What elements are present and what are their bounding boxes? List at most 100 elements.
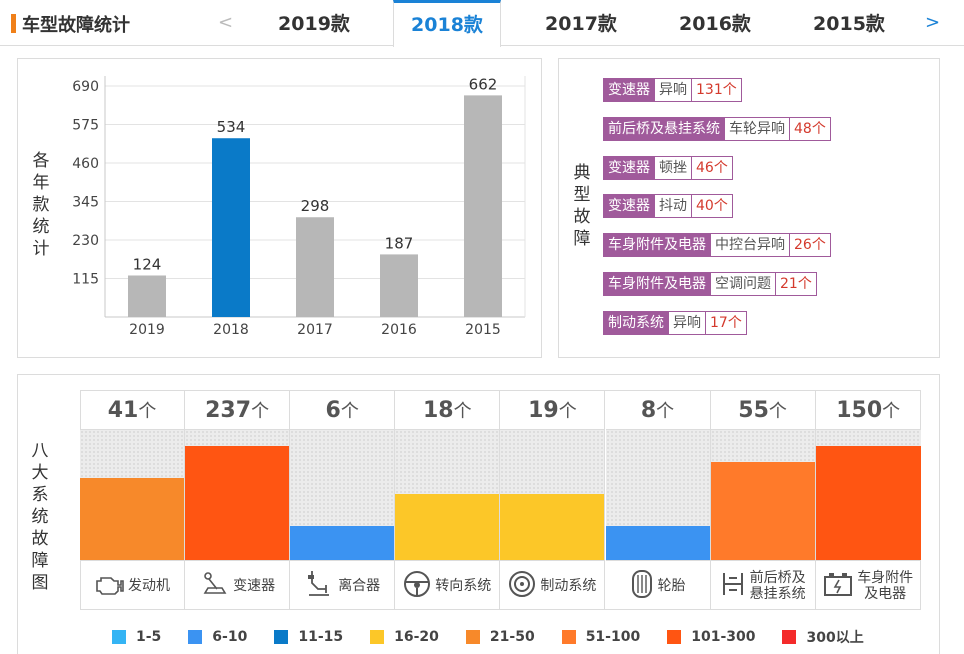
system-name-label: 车身附件 及电器: [857, 570, 913, 602]
y-tick-label: 230: [72, 233, 99, 249]
system-name: 制动系统: [500, 560, 605, 610]
legend-swatch: [112, 630, 126, 644]
system-name: 转向系统: [395, 560, 500, 610]
fault-system-tag: 变速器: [604, 195, 654, 218]
fault-system-tag: 车身附件及电器: [604, 273, 710, 295]
fault-item[interactable]: 车身附件及电器 空调问题 21个: [603, 272, 817, 296]
tab-2015[interactable]: 2015款: [813, 13, 885, 35]
legend-swatch: [561, 630, 576, 644]
system-bar-area: [605, 430, 710, 560]
system-bar: [395, 494, 500, 560]
vertical-label-char: 统: [31, 507, 49, 527]
bar-value-label: 298: [301, 197, 330, 215]
y-tick-label: 115: [72, 272, 99, 288]
fault-item[interactable]: 变速器 顿挫 46个: [603, 155, 733, 180]
system-bar: [290, 526, 395, 560]
fault-symptom-tag: 异响: [668, 311, 705, 334]
legend-item: 11-15: [274, 627, 343, 647]
system-column[interactable]: 8个 轮胎: [605, 390, 711, 610]
page-title: 车型故障统计: [22, 15, 130, 36]
tab-2018[interactable]: 2018款: [393, 0, 501, 47]
legend-item: 101-300: [667, 627, 755, 647]
legend-label: 21-50: [489, 629, 535, 645]
legend-item: 21-50: [465, 627, 535, 647]
system-bar: [185, 446, 290, 560]
system-name: 前后桥及 悬挂系统: [710, 560, 815, 610]
system-name-line: 及电器: [864, 585, 907, 602]
fault-symptom-tag: 抖动: [654, 195, 691, 218]
system-column[interactable]: 18个 转向系统: [395, 390, 501, 610]
bar-2018: [212, 138, 250, 317]
tab-2017[interactable]: 2017款: [545, 13, 617, 35]
gear-shift-icon: [199, 571, 229, 601]
system-name: 车身附件 及电器: [815, 560, 921, 610]
system-column[interactable]: 41个 发动机: [80, 390, 185, 610]
prev-arrow-icon[interactable]: <: [218, 12, 234, 33]
vertical-label-char: 故: [31, 529, 49, 549]
vertical-label-char: 八: [31, 441, 49, 461]
system-column[interactable]: 19个制动系统: [500, 390, 606, 610]
system-count: 55个: [710, 390, 815, 430]
system-bar-area: [815, 430, 921, 560]
system-count-number: 19: [528, 398, 559, 423]
vertical-label-char: 统: [32, 217, 50, 237]
fault-item[interactable]: 制动系统 异响 17个: [603, 310, 747, 335]
system-count-number: 55: [738, 398, 769, 423]
system-bar-area: [80, 430, 184, 560]
bar-2019: [128, 275, 166, 317]
legend-label: 300以上: [806, 630, 864, 646]
system-count-number: 18: [422, 398, 454, 423]
legend-label: 6-10: [212, 629, 248, 645]
system-count: 19个: [500, 390, 605, 430]
bar-value-label: 124: [133, 255, 162, 273]
tab-2016[interactable]: 2016款: [679, 13, 751, 35]
system-bar: [815, 446, 921, 560]
fault-symptom-tag: 空调问题: [710, 273, 775, 295]
system-column[interactable]: 55个前后桥及 悬挂系统: [710, 390, 816, 610]
suspension-icon: [720, 570, 746, 602]
system-column[interactable]: 150个 车身附件 及电器: [815, 390, 921, 610]
legend-item: 16-20: [370, 627, 439, 647]
vertical-label-char: 型: [573, 185, 591, 205]
system-name-label: 转向系统: [435, 577, 492, 594]
system-count-unit: 个: [656, 401, 675, 422]
fault-symptom-tag: 中控台异响: [710, 234, 789, 257]
next-arrow-icon[interactable]: >: [925, 12, 941, 33]
fault-count-tag: 46个: [691, 156, 732, 179]
tab-2019[interactable]: 2019款: [278, 13, 350, 35]
fault-system-tag: 变速器: [604, 156, 654, 179]
brake-disc-icon: [508, 570, 536, 602]
fault-item[interactable]: 变速器 异响 131个: [603, 78, 742, 102]
system-bar: [605, 526, 710, 560]
fault-symptom-tag: 车轮异响: [724, 117, 789, 140]
vertical-label-char: 款: [32, 195, 50, 215]
fault-item[interactable]: 前后桥及悬挂系统 车轮异响 48个: [603, 116, 831, 141]
vertical-label-char: 年: [32, 173, 50, 193]
y-tick-label: 345: [72, 195, 99, 211]
x-tick-label: 2018: [213, 322, 249, 338]
header: 车型故障统计 < 2019款 2018款 2017款 2016款 2015款 >: [0, 0, 964, 47]
system-bar: [710, 462, 815, 560]
fault-item[interactable]: 车身附件及电器 中控台异响 26个: [603, 233, 831, 258]
fault-item[interactable]: 变速器 抖动 40个: [603, 194, 733, 219]
legend-item: 1-5: [112, 627, 161, 647]
system-count-unit: 个: [340, 401, 359, 422]
bar-2015: [464, 95, 502, 317]
system-count-number: 6: [325, 398, 341, 423]
system-count-number: 41: [107, 398, 139, 423]
fault-count-tag: 48个: [789, 117, 830, 140]
engine-icon: [94, 573, 124, 599]
fault-count-tag: 17个: [705, 311, 746, 334]
year-chart-ylabel: 各年款统计: [31, 150, 51, 260]
system-column[interactable]: 237个 变速器: [185, 390, 291, 610]
x-tick-label: 2017: [297, 322, 333, 338]
system-count: 6个: [290, 390, 395, 430]
system-count-number: 237: [205, 398, 252, 423]
system-name-line: 前后桥及: [749, 569, 806, 586]
system-name: 变速器: [185, 560, 290, 610]
system-column[interactable]: 6个 离合器: [290, 390, 396, 610]
x-tick-label: 2016: [381, 322, 417, 338]
steering-wheel-icon: [403, 570, 431, 602]
y-tick-label: 575: [72, 118, 99, 134]
system-bar: [500, 494, 605, 560]
